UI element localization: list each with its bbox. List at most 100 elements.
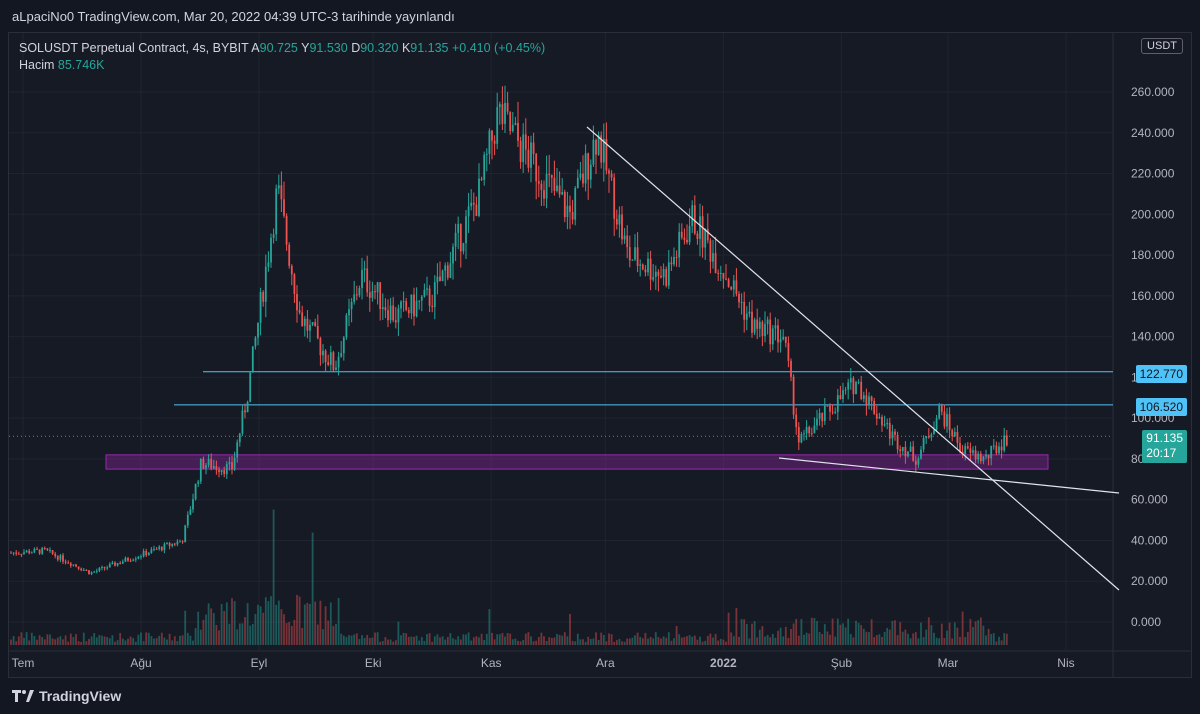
- volume-bar: [631, 637, 634, 645]
- candle-body: [436, 276, 439, 283]
- chart-area[interactable]: Tem Ağu Eyl Eki Kas Ara 2022 Şub Mar Nis 260.000 24…: [8, 32, 1192, 678]
- candle-body: [969, 448, 972, 453]
- candle-body: [394, 320, 397, 323]
- volume-bar: [839, 624, 842, 645]
- volume-bar: [563, 632, 566, 645]
- volume-bar: [699, 636, 701, 645]
- candle-body: [267, 262, 270, 267]
- candle-body: [834, 411, 837, 413]
- volume-bar: [896, 635, 899, 645]
- candle-body: [90, 572, 93, 575]
- candle-body: [540, 183, 543, 191]
- volume-bar: [847, 618, 850, 645]
- candle-body: [597, 135, 600, 155]
- candle-body: [519, 140, 522, 163]
- volume-bar: [909, 638, 912, 645]
- candle-body: [249, 372, 252, 403]
- candle-body: [589, 164, 592, 180]
- candle-body: [56, 556, 59, 560]
- volume-bar: [488, 609, 491, 645]
- candle-body: [641, 264, 644, 270]
- candle-body: [639, 264, 642, 266]
- volume-bar: [917, 638, 920, 645]
- time-label: Ara: [596, 656, 615, 670]
- volume-bar: [688, 635, 691, 645]
- candle-body: [98, 568, 101, 571]
- candle-body: [75, 564, 77, 567]
- volume-bar: [452, 638, 454, 645]
- volume-bar: [907, 633, 909, 645]
- volume-bar: [826, 631, 829, 645]
- volume-bar: [745, 624, 748, 645]
- candle-body: [316, 326, 319, 339]
- candle-body: [517, 122, 519, 141]
- candle-body: [649, 258, 652, 280]
- candle-body: [288, 244, 291, 266]
- candle-body: [901, 447, 904, 452]
- candle-body: [106, 567, 109, 569]
- volume-bar: [160, 632, 163, 645]
- volume-bar: [228, 623, 231, 645]
- volume-bar: [111, 635, 114, 645]
- volume-bar: [810, 617, 813, 645]
- candle-body: [467, 206, 470, 217]
- candle-body: [93, 571, 96, 573]
- candle-body: [15, 552, 18, 554]
- volume-bar: [1000, 640, 1003, 645]
- volume-bar: [761, 626, 764, 645]
- price-label: 140.000: [1131, 330, 1175, 344]
- candle-body: [80, 568, 83, 571]
- volume-bar: [805, 632, 808, 645]
- volume-bar: [938, 638, 941, 645]
- candle-body: [501, 104, 504, 124]
- volume-bar: [238, 623, 241, 645]
- candle-body: [852, 378, 855, 395]
- volume-bar: [64, 635, 67, 645]
- volume-bar: [25, 632, 28, 645]
- candle-body: [392, 305, 395, 321]
- volume-bar: [314, 601, 317, 645]
- price-chart[interactable]: Tem Ağu Eyl Eki Kas Ara 2022 Şub Mar Nis 260.000 24…: [9, 33, 1192, 678]
- candle-body: [108, 564, 111, 568]
- volume-bar: [964, 637, 967, 645]
- candle-body: [808, 426, 811, 434]
- volume-bar: [400, 635, 402, 645]
- volume-bar: [920, 622, 922, 645]
- volume-bar: [634, 635, 636, 645]
- volume-bar: [701, 641, 704, 645]
- volume-bar: [166, 639, 168, 645]
- volume-bar: [995, 641, 998, 645]
- volume-bar: [693, 635, 696, 645]
- volume-bar: [459, 639, 462, 645]
- candle-body: [951, 430, 954, 437]
- candle-body: [319, 338, 322, 356]
- volume-bar: [467, 632, 470, 645]
- candle-body: [439, 276, 441, 282]
- candle-body: [220, 470, 223, 473]
- candle-body: [870, 396, 873, 401]
- candle-body: [974, 450, 977, 460]
- volume-bar: [592, 638, 595, 645]
- time-label: Mar: [938, 656, 959, 670]
- volume-bar: [423, 640, 426, 645]
- volume-bar: [883, 631, 886, 645]
- candle-body: [740, 301, 743, 303]
- volume-bar: [72, 637, 75, 645]
- candle-body: [514, 122, 517, 125]
- volume-bar: [218, 630, 220, 645]
- candle-body: [426, 288, 428, 290]
- tradingview-logo[interactable]: TradingView: [12, 688, 121, 704]
- volume-bar: [753, 621, 756, 645]
- candle-body: [769, 319, 772, 345]
- volume-bar: [98, 634, 101, 645]
- price-label: 60.000: [1131, 493, 1168, 507]
- volume-bar: [1003, 633, 1006, 645]
- level-122-tag: 122.770: [1135, 365, 1187, 383]
- currency-badge[interactable]: USDT: [1141, 38, 1183, 54]
- candle-body: [483, 154, 486, 180]
- candle-body: [982, 456, 985, 462]
- volume-bar: [264, 597, 267, 645]
- candle-body: [181, 541, 184, 543]
- volume-bar: [12, 636, 15, 645]
- volume-bar: [267, 601, 270, 645]
